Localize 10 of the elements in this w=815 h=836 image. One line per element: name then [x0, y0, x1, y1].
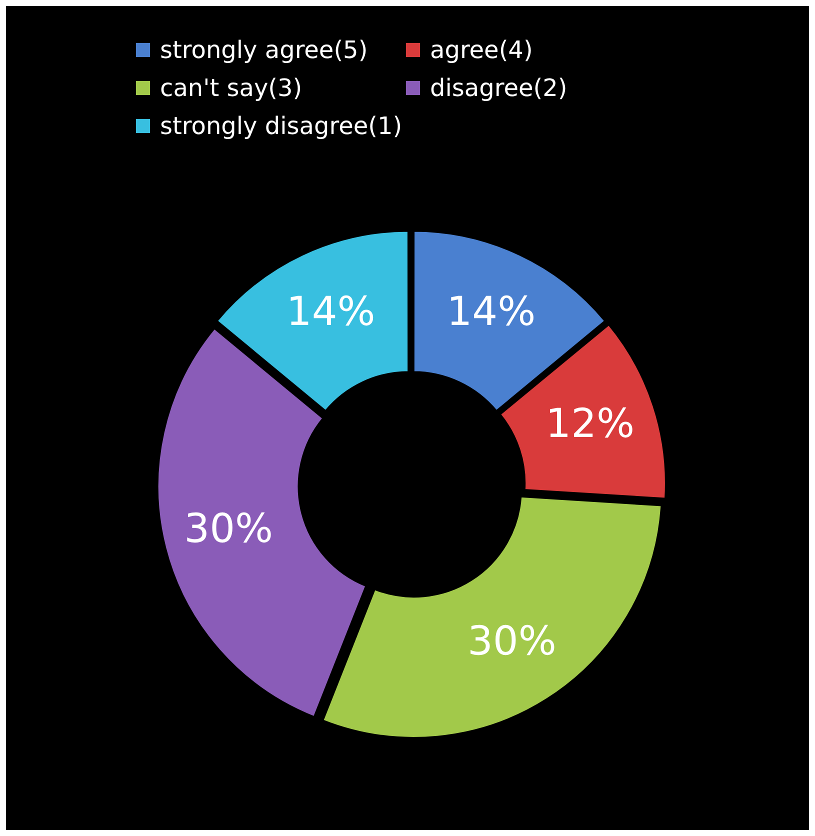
- legend-label: agree(4): [430, 36, 533, 64]
- legend-label: disagree(2): [430, 74, 568, 102]
- legend-label: strongly agree(5): [160, 36, 368, 64]
- data-label: 30%: [467, 618, 556, 664]
- data-label: 14%: [286, 288, 376, 335]
- legend-label: strongly disagree(1): [160, 112, 402, 140]
- data-label: 30%: [184, 506, 274, 552]
- legend-label: can't say(3): [160, 74, 302, 102]
- data-label: 12%: [546, 401, 635, 448]
- data-label: 14%: [446, 288, 536, 335]
